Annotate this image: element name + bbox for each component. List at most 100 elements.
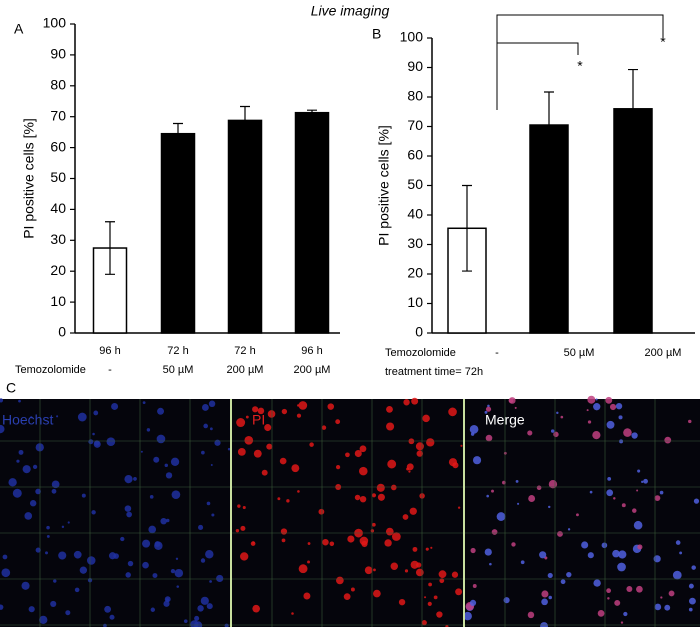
cell bbox=[8, 478, 17, 487]
y-tick-label: 10 bbox=[50, 293, 66, 309]
cell bbox=[335, 465, 341, 470]
x-tick-label: 96 h bbox=[99, 345, 120, 357]
cell bbox=[664, 436, 672, 444]
cell bbox=[689, 597, 696, 605]
cell bbox=[586, 409, 589, 412]
cell bbox=[485, 406, 492, 412]
error-bar bbox=[173, 122, 183, 145]
y-tick-label: 80 bbox=[50, 77, 66, 93]
cell bbox=[390, 562, 398, 570]
cell bbox=[205, 550, 214, 559]
cell bbox=[424, 596, 427, 599]
cell bbox=[45, 551, 48, 555]
cell bbox=[77, 412, 87, 422]
cell bbox=[593, 403, 601, 411]
cell bbox=[0, 424, 5, 434]
cell bbox=[688, 583, 694, 589]
cell bbox=[50, 600, 57, 607]
cell bbox=[61, 525, 65, 529]
cell bbox=[636, 585, 643, 593]
cell bbox=[623, 428, 632, 437]
cell bbox=[606, 420, 615, 429]
cell bbox=[643, 478, 648, 484]
error-bar bbox=[544, 91, 554, 159]
y-tick-label: 90 bbox=[407, 58, 423, 74]
cell bbox=[605, 396, 613, 404]
cell bbox=[364, 566, 373, 575]
cell bbox=[359, 495, 367, 503]
image-label: Hoechst bbox=[2, 412, 53, 428]
cell bbox=[279, 457, 287, 465]
cell bbox=[91, 510, 96, 515]
y-axis-label: PI positive cells [%] bbox=[21, 118, 37, 239]
cell bbox=[422, 414, 430, 423]
cell bbox=[595, 398, 598, 401]
cell bbox=[291, 612, 294, 615]
cell bbox=[587, 552, 594, 559]
cell bbox=[345, 452, 350, 458]
cell bbox=[619, 439, 624, 444]
cell bbox=[631, 432, 638, 439]
y-axis-label: PI positive cells [%] bbox=[376, 125, 392, 246]
cell bbox=[127, 560, 134, 567]
y-tick-label: 20 bbox=[407, 265, 423, 281]
cell bbox=[93, 410, 99, 416]
y-tick-label: 40 bbox=[407, 206, 423, 222]
cell bbox=[541, 598, 548, 606]
cell bbox=[688, 419, 692, 424]
cell bbox=[632, 508, 637, 513]
cell bbox=[142, 561, 149, 569]
cell bbox=[463, 611, 472, 621]
cell bbox=[79, 566, 88, 574]
cell bbox=[636, 489, 639, 492]
cell bbox=[451, 571, 459, 578]
cell bbox=[527, 611, 535, 619]
cell bbox=[252, 604, 260, 613]
cell bbox=[236, 418, 246, 428]
cell bbox=[581, 541, 589, 549]
cell bbox=[359, 536, 369, 546]
cell bbox=[160, 517, 167, 525]
image-panel bbox=[232, 399, 463, 627]
cell bbox=[391, 484, 397, 491]
cell bbox=[286, 499, 290, 503]
y-tick-label: 100 bbox=[400, 29, 424, 45]
cell bbox=[166, 518, 170, 523]
y-tick-label: 30 bbox=[50, 231, 66, 247]
cell bbox=[402, 514, 409, 520]
bar bbox=[294, 111, 330, 334]
cell bbox=[469, 599, 477, 607]
y-tick-label: 10 bbox=[407, 294, 423, 310]
cell bbox=[171, 490, 181, 500]
cell bbox=[540, 622, 548, 627]
treatment-label: 200 µM bbox=[227, 364, 264, 376]
cell bbox=[675, 540, 681, 545]
cell bbox=[298, 401, 308, 410]
cell bbox=[56, 415, 59, 418]
cell bbox=[496, 512, 506, 521]
bar bbox=[227, 119, 263, 334]
cell bbox=[153, 456, 160, 463]
cell bbox=[654, 495, 661, 501]
y-tick-label: 90 bbox=[50, 46, 66, 62]
cell bbox=[165, 472, 173, 479]
cell bbox=[198, 524, 204, 531]
cell bbox=[491, 489, 494, 493]
cell bbox=[508, 397, 516, 404]
bar bbox=[160, 132, 196, 334]
cell bbox=[104, 605, 112, 613]
cell bbox=[408, 470, 411, 473]
cell bbox=[587, 395, 596, 404]
cell bbox=[35, 488, 41, 495]
cell bbox=[415, 568, 424, 577]
cell bbox=[615, 402, 623, 410]
cell bbox=[439, 578, 445, 584]
cell bbox=[433, 595, 438, 600]
cell bbox=[174, 568, 184, 578]
image-panel bbox=[465, 399, 700, 627]
cell bbox=[609, 403, 617, 411]
cell bbox=[307, 542, 311, 545]
cell bbox=[376, 483, 385, 492]
x-tick-label: 96 h bbox=[301, 345, 322, 357]
cell bbox=[266, 443, 273, 450]
